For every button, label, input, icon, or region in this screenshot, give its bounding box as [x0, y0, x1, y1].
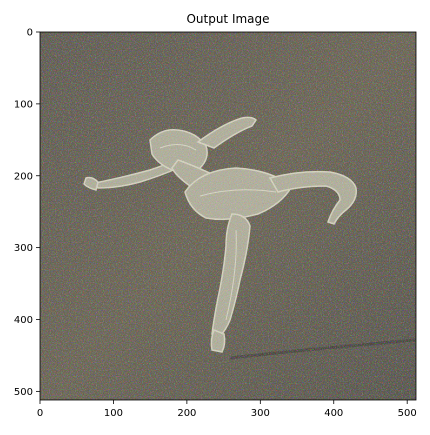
y-tick-label: 0	[27, 28, 33, 39]
x-tick-label: 0	[37, 408, 43, 419]
y-tick-label: 200	[14, 171, 33, 182]
ballerina-figure	[83, 116, 358, 353]
x-tick-label: 300	[251, 408, 270, 419]
chart-title: Output Image	[186, 12, 269, 26]
x-tick-label: 500	[398, 408, 417, 419]
output-image	[40, 32, 416, 400]
x-tick-label: 100	[104, 408, 123, 419]
y-tick-label: 400	[14, 315, 33, 326]
y-tick-label: 100	[14, 99, 33, 110]
y-axis: 0 100 200 300 400 500	[14, 28, 40, 398]
x-axis: 0 100 200 300 400 500	[37, 400, 417, 419]
plot-frame	[39, 31, 417, 401]
x-tick-label: 400	[324, 408, 343, 419]
y-tick-label: 300	[14, 243, 33, 254]
x-tick-label: 200	[177, 408, 196, 419]
y-tick-label: 500	[14, 387, 33, 398]
